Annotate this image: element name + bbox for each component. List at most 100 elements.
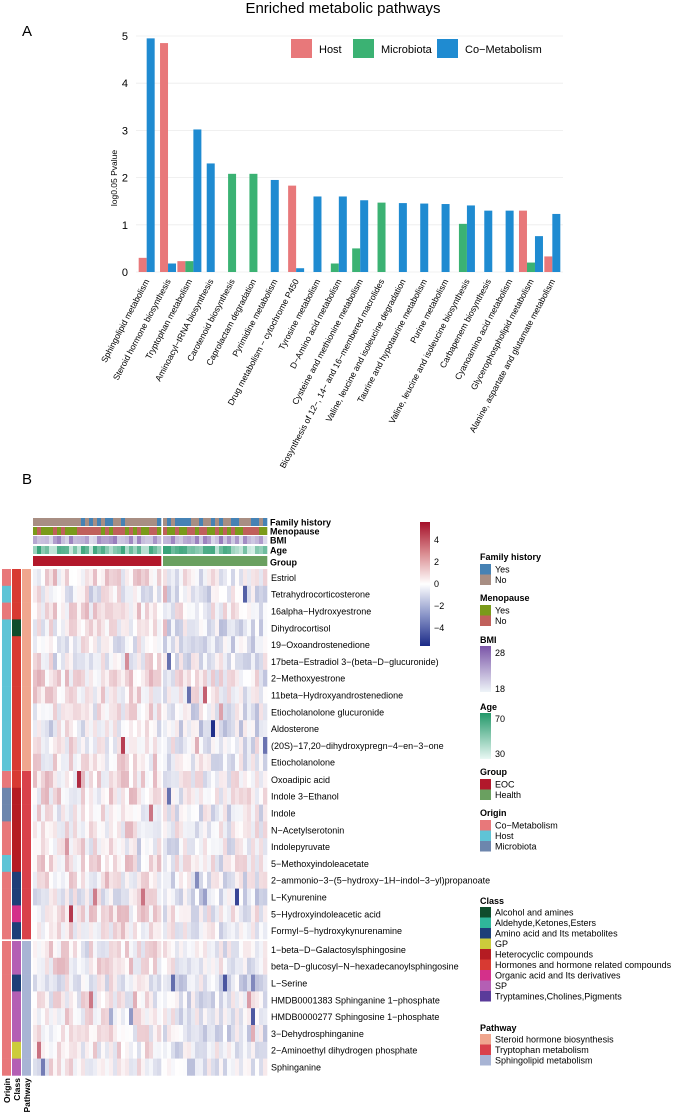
heatmap-cell [77,922,82,940]
heatmap-cell [157,821,162,839]
heatmap-cell [167,838,172,856]
heatmap-cell [235,1025,240,1043]
bar [249,173,258,272]
annotation-cell [153,536,158,544]
heatmap-cell [125,669,130,687]
heatmap-cell [251,991,256,1009]
heatmap-cell [227,991,232,1009]
heatmap-cell [85,1058,90,1076]
heatmap-cell [57,720,62,738]
heatmap-cell [167,787,172,805]
heatmap-cell [207,585,212,603]
heatmap-cell [219,753,224,771]
heatmap-cell [93,1058,98,1076]
heatmap-cell [195,838,200,856]
annotation-cell [179,518,184,526]
heatmap-cell [191,804,196,822]
heatmap-cell [97,753,102,771]
heatmap-cell [145,1025,150,1043]
heatmap-cell [243,669,248,687]
heatmap-cell [199,855,204,873]
heatmap-cell [243,855,248,873]
heatmap-cell [69,957,74,975]
heatmap-cell [195,957,200,975]
heatmap-cell [183,922,188,940]
heatmap-cell [255,1025,260,1043]
annotation-cell [117,527,122,535]
heatmap-cell [133,703,138,721]
heatmap-cell [211,905,216,923]
heatmap-cell [137,1058,142,1076]
heatmap-cell [105,753,110,771]
annotation-cell [235,536,240,544]
heatmap-cell [41,871,46,889]
heatmap-cell [45,669,50,687]
heatmap-left-annotations: Origin Class Pathway [2,569,32,1113]
heatmap-cell [179,787,184,805]
heatmap-cell [33,1008,38,1026]
heatmap-cell [227,1008,232,1026]
heatmap-cell [93,922,98,940]
heatmap-cell [183,669,188,687]
heatmap-cell [167,602,172,620]
heatmap-cell [219,619,224,637]
heatmap-cell [141,686,146,704]
heatmap-cell [219,838,224,856]
heatmap-cell [61,720,66,738]
heatmap-cell [207,619,212,637]
heatmap-cell [41,905,46,923]
heatmap-cell [239,703,244,721]
heatmap-cell [37,602,42,620]
heatmap-cell [153,804,158,822]
heatmap-cell [109,941,114,959]
heatmap-cell [239,653,244,671]
heatmap-cell [207,922,212,940]
heatmap-cell [175,905,180,923]
legend-title: Menopause [480,593,530,603]
heatmap-cell [211,1008,216,1026]
heatmap-cell [57,569,62,587]
row-label: Dihydrocortisol [271,623,331,633]
heatmap-cell [211,957,216,975]
heatmap-cell [179,720,184,738]
heatmap-cell [117,838,122,856]
annotation-cell [113,527,118,535]
heatmap-cell [133,1025,138,1043]
annotation-cell [57,546,62,554]
color-scale-tick: 4 [434,535,439,545]
heatmap-cell [37,771,42,789]
origin-cell [2,991,11,1009]
annotation-cell [133,556,138,566]
heatmap-cell [41,957,46,975]
heatmap-cell [163,821,168,839]
heatmap-cell [97,974,102,992]
annotation-cell [61,556,66,566]
heatmap-cell [175,821,180,839]
heatmap-cell [97,991,102,1009]
annotation-cell [255,546,260,554]
heatmap-cell [171,1008,176,1026]
heatmap-cell [117,804,122,822]
heatmap-cell [203,974,208,992]
row-label: 5−Methoxyindoleacetate [271,859,369,869]
heatmap-cell [247,619,252,637]
class-cell [12,922,21,940]
heatmap-cell [171,602,176,620]
heatmap-cell [219,771,224,789]
bar [526,262,535,272]
heatmap-cell [259,922,264,940]
heatmap-cell [105,787,110,805]
annotation-cell [187,546,192,554]
heatmap-cell [41,686,46,704]
heatmap-cell [157,787,162,805]
heatmap-cell [259,888,264,906]
heatmap-cell [133,922,138,940]
heatmap-cell [153,838,158,856]
heatmap-cell [93,957,98,975]
heatmap-cell [61,1058,66,1076]
heatmap-cell [77,585,82,603]
annotation-cell [57,556,62,566]
heatmap-cell [93,771,98,789]
heatmap-cell [77,653,82,671]
heatmap-cell [191,653,196,671]
